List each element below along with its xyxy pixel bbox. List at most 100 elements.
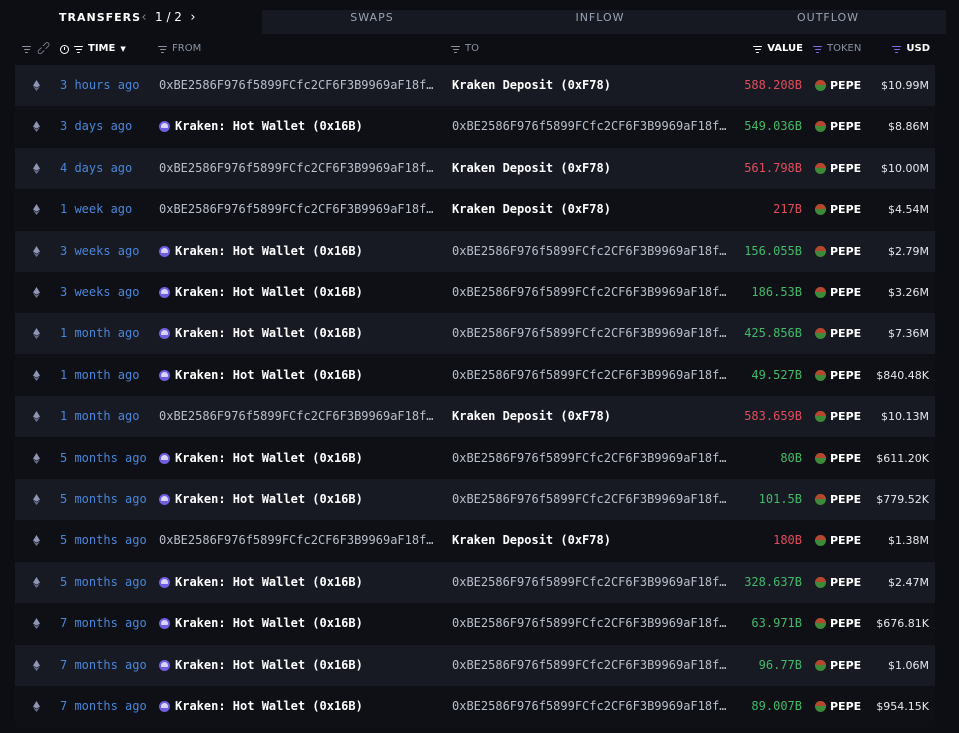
table-row[interactable]: 1 month ago 0xBE2586F976f5899FCfc2CF6F3B… — [15, 396, 935, 438]
from-address[interactable]: 0xBE2586F976f5899FCfc2CF6F3B9969aF18f… — [159, 160, 434, 175]
chevron-right-icon[interactable]: › — [190, 9, 196, 25]
token-cell[interactable]: PEPE — [815, 148, 861, 189]
tab-inflow[interactable]: INFLOW — [575, 11, 625, 24]
token-cell[interactable]: PEPE — [815, 272, 861, 313]
table-row[interactable]: 3 weeks ago Kraken: Hot Wallet (0x16B) 0… — [15, 230, 935, 272]
chevron-left-icon[interactable]: ‹ — [141, 9, 147, 25]
filter-icon[interactable] — [451, 45, 460, 53]
filter-icon[interactable] — [158, 45, 167, 53]
entity-label[interactable]: Kraken: Hot Wallet (0x16B) — [159, 272, 363, 313]
token-cell[interactable]: PEPE — [815, 520, 861, 561]
entity-label[interactable]: Kraken: Hot Wallet (0x16B) — [159, 355, 363, 396]
sort-desc-icon[interactable]: ▼ — [120, 45, 126, 53]
time-link[interactable]: 1 month ago — [60, 409, 140, 424]
to-address[interactable]: 0xBE2586F976f5899FCfc2CF6F3B9969aF18f… — [452, 450, 727, 465]
token-cell[interactable]: PEPE — [815, 313, 861, 354]
time-link[interactable]: 7 months ago — [60, 657, 147, 672]
time-link[interactable]: 7 months ago — [60, 699, 147, 713]
to-address[interactable]: 0xBE2586F976f5899FCfc2CF6F3B9969aF18f… — [452, 285, 727, 299]
time-link[interactable]: 3 weeks ago — [60, 243, 140, 258]
header-time[interactable]: TIME ▼ — [60, 34, 126, 64]
entity-label[interactable]: Kraken: Hot Wallet (0x16B) — [159, 479, 363, 520]
to-address[interactable]: 0xBE2586F976f5899FCfc2CF6F3B9969aF18f… — [452, 367, 727, 382]
time-link[interactable]: 1 month ago — [60, 367, 140, 382]
table-row[interactable]: 4 days ago 0xBE2586F976f5899FCfc2CF6F3B9… — [15, 147, 935, 189]
from-address[interactable]: 0xBE2586F976f5899FCfc2CF6F3B9969aF18f… — [159, 533, 434, 548]
table-row[interactable]: 5 months ago Kraken: Hot Wallet (0x16B) … — [15, 479, 935, 520]
table-row[interactable]: 5 months ago 0xBE2586F976f5899FCfc2CF6F3… — [15, 520, 935, 562]
header-value[interactable]: VALUE — [720, 34, 803, 64]
time-link[interactable]: 5 months ago — [60, 533, 147, 548]
time-link[interactable]: 5 months ago — [60, 450, 147, 465]
table-row[interactable]: 7 months ago Kraken: Hot Wallet (0x16B) … — [15, 603, 935, 645]
time-link[interactable]: 3 days ago — [60, 119, 133, 134]
to-address[interactable]: 0xBE2586F976f5899FCfc2CF6F3B9969aF18f… — [452, 657, 727, 672]
from-address[interactable]: 0xBE2586F976f5899FCfc2CF6F3B9969aF18f… — [159, 202, 434, 217]
token-cell[interactable]: PEPE — [815, 231, 861, 272]
token-cell[interactable]: PEPE — [815, 562, 861, 603]
entity-label[interactable]: Kraken: Hot Wallet (0x16B) — [159, 313, 363, 354]
token-cell[interactable]: PEPE — [815, 645, 861, 686]
to-address[interactable]: 0xBE2586F976f5899FCfc2CF6F3B9969aF18f… — [452, 616, 727, 631]
entity-label[interactable]: Kraken Deposit (0xF78) — [452, 396, 611, 437]
to-address[interactable]: 0xBE2586F976f5899FCfc2CF6F3B9969aF18f… — [452, 492, 727, 506]
table-row[interactable]: 7 months ago Kraken: Hot Wallet (0x16B) … — [15, 686, 935, 727]
token-cell[interactable]: PEPE — [815, 686, 861, 727]
entity-label[interactable]: Kraken: Hot Wallet (0x16B) — [159, 562, 363, 603]
table-row[interactable]: 7 months ago Kraken: Hot Wallet (0x16B) … — [15, 644, 935, 686]
time-link[interactable]: 1 week ago — [60, 202, 133, 217]
table-row[interactable]: 1 month ago Kraken: Hot Wallet (0x16B) 0… — [15, 313, 935, 355]
to-address[interactable]: 0xBE2586F976f5899FCfc2CF6F3B9969aF18f… — [452, 326, 727, 341]
token-cell[interactable]: PEPE — [815, 65, 861, 106]
token-cell[interactable]: PEPE — [815, 479, 861, 520]
to-address[interactable]: 0xBE2586F976f5899FCfc2CF6F3B9969aF18f… — [452, 119, 727, 134]
entity-label[interactable]: Kraken Deposit (0xF78) — [452, 189, 611, 230]
from-address[interactable]: 0xBE2586F976f5899FCfc2CF6F3B9969aF18f… — [159, 78, 434, 92]
entity-label[interactable]: Kraken: Hot Wallet (0x16B) — [159, 686, 363, 727]
entity-label[interactable]: Kraken: Hot Wallet (0x16B) — [159, 106, 363, 147]
filter-icon[interactable] — [892, 45, 902, 53]
entity-label[interactable]: Kraken: Hot Wallet (0x16B) — [159, 603, 363, 644]
filter-icon[interactable] — [753, 45, 763, 53]
token-cell[interactable]: PEPE — [815, 438, 861, 479]
token-cell[interactable]: PEPE — [815, 396, 861, 437]
table-row[interactable]: 3 weeks ago Kraken: Hot Wallet (0x16B) 0… — [15, 272, 935, 313]
tab-transfers[interactable]: TRANSFERS — [0, 0, 262, 34]
token-cell[interactable]: PEPE — [815, 355, 861, 396]
entity-label[interactable]: Kraken Deposit (0xF78) — [452, 65, 611, 106]
to-address[interactable]: 0xBE2586F976f5899FCfc2CF6F3B9969aF18f… — [452, 243, 727, 258]
token-cell[interactable]: PEPE — [815, 189, 861, 230]
table-row[interactable]: 3 hours ago 0xBE2586F976f5899FCfc2CF6F3B… — [15, 65, 935, 106]
time-link[interactable]: 5 months ago — [60, 492, 147, 506]
header-token[interactable]: TOKEN — [813, 34, 861, 64]
time-link[interactable]: 7 months ago — [60, 616, 147, 631]
time-link[interactable]: 1 month ago — [60, 326, 140, 341]
time-link[interactable]: 5 months ago — [60, 574, 147, 589]
entity-label[interactable]: Kraken: Hot Wallet (0x16B) — [159, 231, 363, 272]
header-usd[interactable]: USD — [880, 34, 930, 64]
from-address[interactable]: 0xBE2586F976f5899FCfc2CF6F3B9969aF18f… — [159, 409, 434, 424]
time-link[interactable]: 3 hours ago — [60, 78, 140, 92]
table-row[interactable]: 3 days ago Kraken: Hot Wallet (0x16B) 0x… — [15, 106, 935, 148]
header-from[interactable]: FROM — [158, 34, 201, 64]
filter-icon[interactable] — [74, 45, 83, 53]
link-icon[interactable]: ⊂⊃ — [34, 38, 54, 59]
entity-label[interactable]: Kraken Deposit (0xF78) — [452, 520, 611, 561]
header-to[interactable]: TO — [451, 34, 479, 64]
table-row[interactable]: 5 months ago Kraken: Hot Wallet (0x16B) … — [15, 561, 935, 603]
token-cell[interactable]: PEPE — [815, 106, 861, 147]
time-link[interactable]: 3 weeks ago — [60, 285, 140, 299]
tab-outflow[interactable]: OUTFLOW — [796, 11, 860, 24]
to-address[interactable]: 0xBE2586F976f5899FCfc2CF6F3B9969aF18f… — [452, 699, 727, 713]
table-row[interactable]: 5 months ago Kraken: Hot Wallet (0x16B) … — [15, 437, 935, 479]
entity-label[interactable]: Kraken Deposit (0xF78) — [452, 148, 611, 189]
entity-label[interactable]: Kraken: Hot Wallet (0x16B) — [159, 645, 363, 686]
table-row[interactable]: 1 month ago Kraken: Hot Wallet (0x16B) 0… — [15, 354, 935, 396]
token-cell[interactable]: PEPE — [815, 603, 861, 644]
time-link[interactable]: 4 days ago — [60, 160, 133, 175]
table-row[interactable]: 1 week ago 0xBE2586F976f5899FCfc2CF6F3B9… — [15, 189, 935, 231]
entity-label[interactable]: Kraken: Hot Wallet (0x16B) — [159, 438, 363, 479]
filter-icon[interactable] — [22, 45, 31, 53]
filter-icon[interactable] — [813, 45, 822, 53]
to-address[interactable]: 0xBE2586F976f5899FCfc2CF6F3B9969aF18f… — [452, 574, 727, 589]
